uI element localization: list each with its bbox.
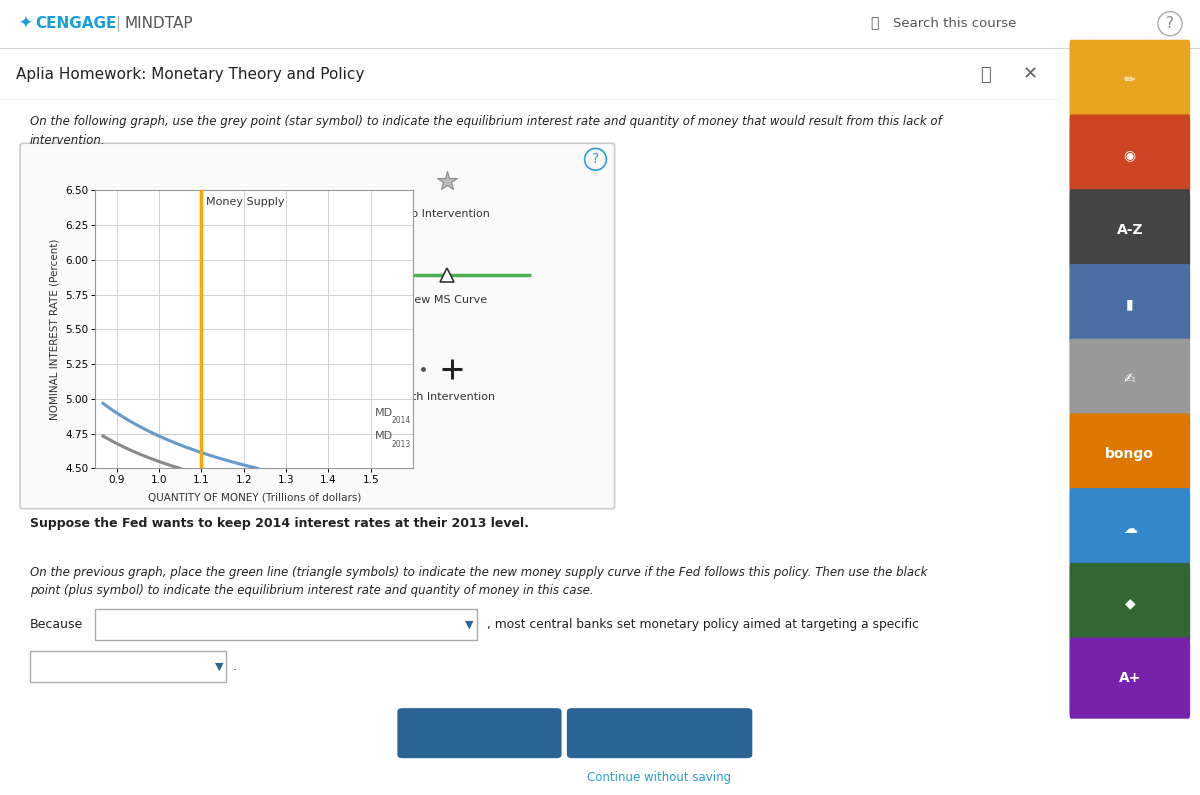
Text: A-Z: A-Z	[1116, 223, 1144, 237]
Text: .: .	[233, 660, 238, 673]
FancyBboxPatch shape	[566, 708, 752, 758]
Text: ✦: ✦	[18, 14, 32, 33]
Text: With Intervention: With Intervention	[398, 392, 496, 402]
Text: No Intervention: No Intervention	[403, 209, 490, 219]
FancyBboxPatch shape	[1069, 189, 1190, 270]
Text: ◉: ◉	[1123, 148, 1136, 162]
Text: ?: ?	[592, 153, 599, 166]
Text: point (plus symbol) to indicate the equilibrium interest rate and quantity of mo: point (plus symbol) to indicate the equi…	[30, 584, 593, 598]
Text: MD: MD	[376, 432, 394, 441]
FancyBboxPatch shape	[1069, 339, 1190, 420]
Text: 2014: 2014	[391, 417, 410, 425]
FancyBboxPatch shape	[397, 708, 562, 758]
Text: ▼: ▼	[215, 661, 223, 672]
Text: ✍: ✍	[1124, 372, 1135, 386]
Text: ✕: ✕	[1022, 66, 1038, 83]
Text: |: |	[115, 16, 120, 32]
FancyBboxPatch shape	[95, 610, 476, 640]
Text: Money Supply: Money Supply	[206, 197, 284, 207]
Text: Search this course: Search this course	[893, 17, 1016, 30]
Text: CENGAGE: CENGAGE	[35, 16, 116, 31]
FancyBboxPatch shape	[1069, 264, 1190, 345]
Text: Continue without saving: Continue without saving	[587, 770, 731, 784]
Text: Save & Continue: Save & Continue	[598, 726, 721, 739]
FancyBboxPatch shape	[1069, 488, 1190, 569]
FancyBboxPatch shape	[20, 143, 614, 509]
Text: Suppose the Fed wants to keep 2014 interest rates at their 2013 level.: Suppose the Fed wants to keep 2014 inter…	[30, 517, 528, 530]
Text: ⓘ: ⓘ	[980, 66, 991, 83]
Text: On the previous graph, place the green line (triangle symbols) to indicate the n: On the previous graph, place the green l…	[30, 566, 928, 579]
Text: ✏: ✏	[1124, 73, 1135, 87]
Text: 🔍: 🔍	[870, 17, 878, 31]
Text: 2013: 2013	[391, 440, 410, 449]
Text: MD: MD	[376, 408, 394, 418]
FancyBboxPatch shape	[30, 651, 226, 682]
FancyBboxPatch shape	[1069, 413, 1190, 494]
FancyBboxPatch shape	[1069, 40, 1190, 121]
X-axis label: QUANTITY OF MONEY (Trillions of dollars): QUANTITY OF MONEY (Trillions of dollars)	[148, 492, 361, 502]
Text: MINDTAP: MINDTAP	[125, 16, 193, 31]
FancyBboxPatch shape	[1069, 563, 1190, 644]
Text: ?: ?	[1166, 16, 1174, 31]
Text: ☁: ☁	[1123, 522, 1136, 536]
Text: Grade It Now: Grade It Now	[431, 726, 528, 739]
FancyBboxPatch shape	[1069, 638, 1190, 719]
Text: ◆: ◆	[1124, 596, 1135, 611]
Text: On the following graph, use the grey point (star symbol) to indicate the equilib: On the following graph, use the grey poi…	[30, 115, 942, 129]
FancyBboxPatch shape	[1069, 114, 1190, 196]
Text: Because: Because	[30, 619, 83, 631]
Y-axis label: NOMINAL INTEREST RATE (Percent): NOMINAL INTEREST RATE (Percent)	[49, 238, 60, 420]
Text: ▮: ▮	[1126, 297, 1134, 312]
Text: ▼: ▼	[466, 620, 474, 630]
Text: New MS Curve: New MS Curve	[406, 295, 487, 304]
Text: bongo: bongo	[1105, 447, 1154, 461]
Text: A+: A+	[1118, 671, 1141, 685]
Text: Aplia Homework: Monetary Theory and Policy: Aplia Homework: Monetary Theory and Poli…	[16, 68, 365, 82]
Text: , most central banks set monetary policy aimed at targeting a specific: , most central banks set monetary policy…	[487, 619, 919, 631]
Text: intervention.: intervention.	[30, 134, 106, 146]
